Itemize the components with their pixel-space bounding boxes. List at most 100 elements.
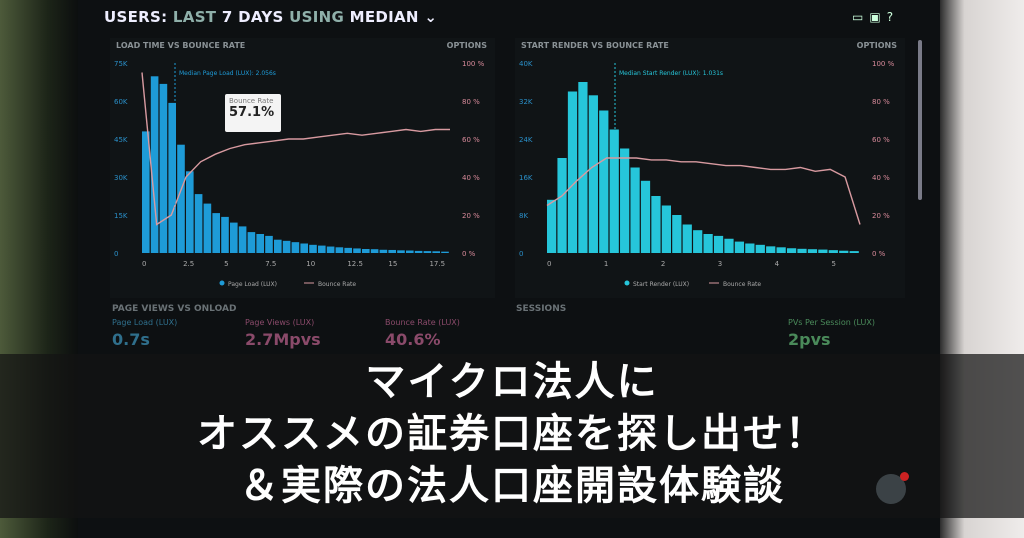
y-tick: 8K (519, 212, 528, 220)
histogram-bar (388, 249, 396, 253)
histogram-bar (786, 248, 797, 253)
histogram-bar (186, 171, 194, 253)
histogram-bar (651, 196, 661, 253)
histogram-bar (755, 244, 765, 253)
histogram-bar (703, 234, 713, 253)
histogram-bar (745, 243, 755, 253)
histogram-bar (362, 249, 370, 253)
header-using: USING (289, 8, 345, 26)
y2-tick: 40 % (462, 174, 480, 182)
title-line-1: マイクロ法人に (365, 359, 659, 405)
histogram-bar (849, 251, 859, 253)
histogram-bar (423, 251, 432, 253)
histogram-bar (238, 226, 247, 253)
histogram-bar (661, 205, 671, 253)
histogram-bar (588, 95, 598, 253)
y-tick: 60K (114, 98, 128, 106)
histogram-bar (672, 215, 682, 253)
monitor-icon[interactable]: ▭ (852, 10, 870, 24)
x-tick: 10 (306, 260, 315, 268)
histogram-bar (797, 248, 807, 253)
y2-tick: 80 % (462, 98, 480, 106)
histogram-bar (414, 250, 423, 253)
histogram-bar (203, 203, 212, 253)
load-time-chart: LOAD TIME VS BOUNCE RATE OPTIONS 0 0 % 15K… (110, 38, 495, 298)
bounce-rate-line (546, 157, 861, 225)
y-tick: 75K (114, 60, 128, 68)
histogram-bar (713, 235, 724, 253)
histogram-bar (344, 247, 352, 253)
y2-tick: 40 % (872, 174, 890, 182)
legend-label: Page Load (LUX) (228, 281, 277, 288)
x-tick: 5 (224, 260, 228, 268)
y2-tick: 20 % (462, 212, 480, 220)
legend-label: Bounce Rate (723, 281, 761, 288)
y-tick: 45K (114, 136, 128, 144)
tooltip-label: Bounce Rate (229, 97, 274, 105)
dashboard-header[interactable]: USERS: LAST 7 DAYS USING MEDIAN ⌄ (104, 8, 437, 26)
options-button[interactable]: OPTIONS (856, 41, 897, 50)
image-icon[interactable]: ▣ (869, 10, 887, 24)
histogram-bar (150, 76, 159, 253)
y-tick: 30K (114, 174, 128, 182)
histogram-bar (432, 251, 440, 253)
y-tick: 0 (519, 250, 523, 258)
page-views-title: PAGE VIEWS VS ONLOAD (112, 304, 237, 314)
tooltip-value: 57.1% (229, 105, 275, 120)
histogram-bar (291, 242, 300, 253)
y-tick: 24K (519, 136, 533, 144)
start-render-chart: START RENDER VS BOUNCE RATE OPTIONS 0 0 %… (515, 38, 905, 298)
x-tick: 1 (604, 260, 608, 268)
histogram-bar (406, 250, 414, 253)
histogram-bar (776, 247, 786, 253)
histogram-bar (194, 194, 203, 253)
histogram-bar (274, 239, 282, 253)
title-line-2: オススメの証券口座を探し出せ！ (197, 411, 827, 457)
options-button[interactable]: OPTIONS (446, 41, 487, 50)
header-median: MEDIAN (349, 8, 419, 26)
y2-tick: 100 % (872, 60, 895, 68)
chart-title: START RENDER VS BOUNCE RATE (521, 41, 669, 50)
sessions-title: SESSIONS (516, 304, 567, 314)
histogram-bar (168, 102, 176, 254)
histogram-bar (734, 241, 745, 253)
histogram-bar (807, 249, 818, 253)
header-icons[interactable]: ▭▣? (852, 10, 899, 24)
metric-pvs-label: PVs Per Session (LUX) (788, 318, 876, 327)
x-tick: 12.5 (347, 260, 363, 268)
y2-tick: 80 % (872, 98, 890, 106)
histogram-bar (620, 148, 630, 253)
y-tick: 32K (519, 98, 533, 106)
median-label: Median Start Render (LUX): 1.031s (619, 70, 723, 77)
histogram-bar (441, 251, 449, 253)
title-line-3: ＆実際の法人口座開設体験談 (239, 463, 785, 509)
bounce-rate-line (141, 72, 450, 226)
scrollbar[interactable] (918, 40, 922, 200)
legend-label: Start Render (LUX) (633, 281, 689, 288)
histogram-bar (159, 83, 168, 254)
histogram-bar (547, 199, 557, 253)
histogram-bar (256, 234, 264, 253)
histogram-bar (839, 250, 849, 253)
y-tick: 0 (114, 250, 118, 258)
histogram-bar (640, 180, 651, 253)
chart-canvas: 0 0 % 8K 20 % 16K 40 % 24K 60 % 32K 80 % 40K 100 % 0… (519, 60, 895, 288)
x-tick: 0 (142, 260, 146, 268)
metric-page-views: 2.7Mpvs (245, 330, 321, 349)
histogram-bar (142, 131, 150, 253)
histogram-bar (567, 91, 578, 253)
histogram-bar (335, 247, 344, 253)
median-label: Median Page Load (LUX): 2.056s (179, 70, 276, 77)
metric-page-views-label: Page Views (LUX) (245, 318, 315, 327)
y-tick: 16K (519, 174, 533, 182)
x-tick: 7.5 (265, 260, 276, 268)
metric-bounce: 40.6% (385, 330, 441, 349)
histogram-bar (557, 158, 567, 253)
histogram-bar (724, 238, 734, 253)
histogram-bar (221, 216, 229, 253)
x-tick: 2.5 (183, 260, 194, 268)
help-icon[interactable]: ? (886, 10, 900, 24)
y-tick: 15K (114, 212, 128, 220)
legend-swatch (219, 280, 225, 286)
histogram-bar (247, 232, 256, 253)
